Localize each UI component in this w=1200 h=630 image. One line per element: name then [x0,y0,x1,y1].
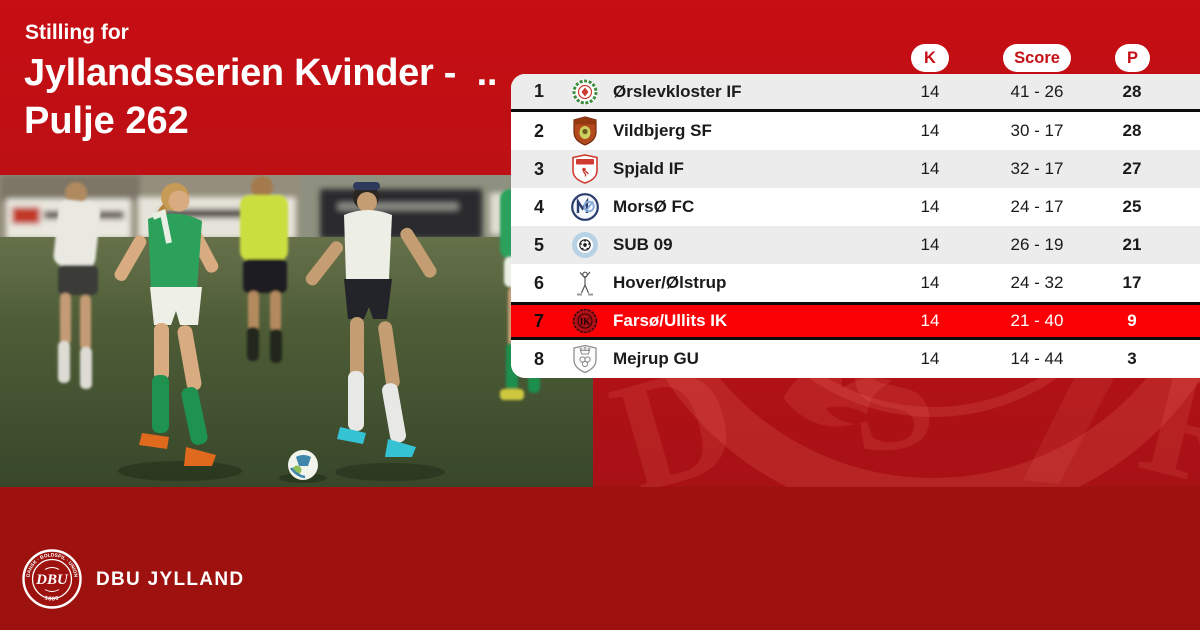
matches-played: 14 [920,81,940,101]
position: 2 [533,120,544,141]
club-name: Hover/Ølstrup [613,273,727,292]
goal-score: 30 - 17 [1010,121,1064,140]
club-logo-vildbjerg-sf [567,116,603,146]
column-header-k: K [911,44,949,72]
points: 9 [1127,311,1137,330]
column-header-score: Score [1003,44,1071,72]
match-photo-art [0,175,593,487]
matches-played: 14 [920,159,940,178]
goal-score: 41 - 26 [1010,81,1064,101]
goal-score: 21 - 40 [1010,311,1064,330]
goal-score: 24 - 17 [1010,197,1064,216]
table-row: 3 Spjald IF 14 32 - 17 27 [511,150,1200,188]
club-logo-spjald-if [567,154,603,184]
club-name: Vildbjerg SF [613,121,712,140]
club-name: Ørslevkloster IF [613,81,742,101]
club-logo-mejrup-gu [567,344,603,374]
matches-played: 14 [920,349,940,368]
club-logo-hover-olstrup [567,269,603,297]
goal-score: 32 - 17 [1010,159,1064,178]
points: 21 [1122,235,1142,254]
position: 6 [533,272,544,293]
goal-score: 26 - 19 [1010,235,1064,254]
svg-text:DBU: DBU [35,572,69,588]
points: 28 [1122,121,1142,140]
points: 17 [1122,273,1142,292]
page-subtitle: Pulje 262 [24,100,189,142]
position: 4 [533,196,544,217]
points: 3 [1127,349,1137,368]
match-photo [0,175,593,487]
club-name: Mejrup GU [613,349,699,368]
goal-score: 24 - 32 [1010,273,1064,292]
points: 28 [1122,81,1142,101]
standings-table: 1 Ørslevkloster IF 14 41 - 26 28 2 [511,74,1200,378]
points: 27 [1122,159,1142,178]
matches-played: 14 [920,273,940,292]
matches-played: 14 [920,197,940,216]
svg-text:IK: IK [580,317,591,327]
table-row: 5 SUB 09 14 26 - 19 21 [511,226,1200,264]
table-row: 1 Ørslevkloster IF 14 41 - 26 28 [511,74,1200,112]
brand-name: DBU JYLLAND [96,569,245,590]
matches-played: 14 [920,311,940,330]
column-header-p: P [1115,44,1150,72]
points: 25 [1122,197,1142,216]
club-logo-farso-ullits-ik: IK [567,307,603,335]
table-row: 6 Hover/Ølstrup 14 24 - 32 17 [511,264,1200,302]
svg-text:· 1889 ·: · 1889 · [39,593,65,602]
club-name: MorsØ FC [613,197,695,216]
club-name: SUB 09 [613,235,673,254]
table-row: 4 MorsØ FC 14 24 - 17 25 [511,188,1200,226]
club-logo-sub-09 [567,231,603,259]
club-name: Spjald IF [613,159,684,178]
table-row-highlighted: 7 IK Farsø/Ullits IK 14 21 - 40 9 [511,302,1200,340]
table-row: 2 Vildbjerg SF 14 30 - 17 28 [511,112,1200,150]
matches-played: 14 [920,235,940,254]
position: 1 [533,81,544,101]
page-title: Jyllandsserien Kvinder - .. [24,52,498,94]
matches-played: 14 [920,121,940,140]
dbu-crest: DANSK · BOLDSPIL · UNION · 1889 · DBU [22,549,82,609]
position: 3 [533,158,544,179]
goal-score: 14 - 44 [1010,349,1064,368]
position: 7 [533,310,544,331]
club-name: Farsø/Ullits IK [613,311,728,330]
club-logo-orslevkloster-if [567,78,603,106]
eyebrow-label: Stilling for [25,21,129,44]
position: 5 [533,234,544,255]
position: 8 [533,348,544,369]
club-logo-morso-fc [567,193,603,221]
table-row: 8 Mejrup GU 14 14 - 44 3 [511,340,1200,378]
